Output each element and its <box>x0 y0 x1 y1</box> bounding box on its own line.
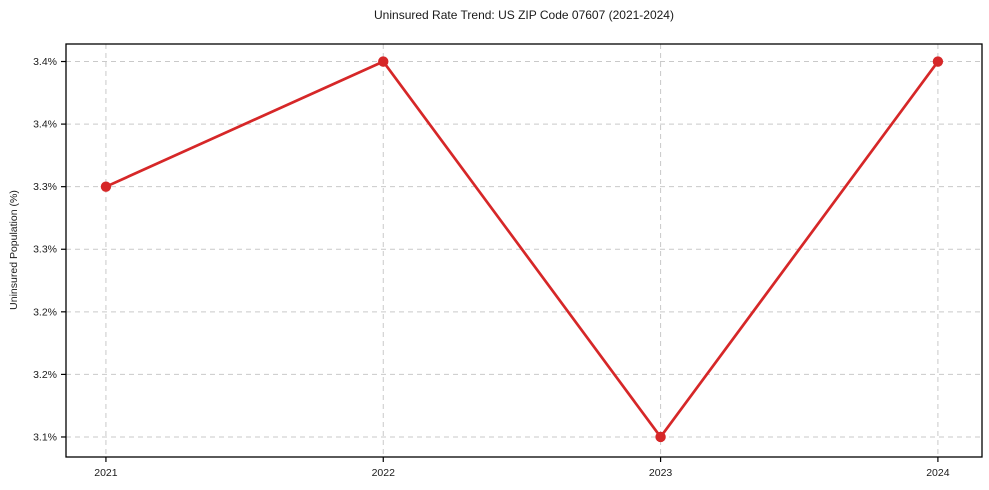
y-tick-label: 3.3% <box>33 244 57 256</box>
y-tick-label: 3.2% <box>33 306 57 318</box>
plot-border <box>65 43 983 458</box>
y-tick-label: 3.3% <box>33 181 57 193</box>
y-tick-label: 3.1% <box>33 431 57 443</box>
trend-line <box>104 60 940 439</box>
data-point-2021 <box>100 181 112 192</box>
x-tick-label: 2021 <box>94 467 118 479</box>
y-tick-label: 3.4% <box>33 56 57 68</box>
data-point-2022 <box>378 56 389 67</box>
y-tick-label: 3.4% <box>33 119 57 131</box>
data-point-2024 <box>932 56 944 67</box>
x-tick-label: 2023 <box>649 467 673 479</box>
y-tick-label: 3.2% <box>33 369 57 381</box>
x-tick-label: 2022 <box>372 467 396 479</box>
data-point-2023 <box>655 431 666 443</box>
chart-title: Uninsured Rate Trend: US ZIP Code 07607 … <box>374 8 674 22</box>
x-tick-label: 2024 <box>926 467 950 479</box>
